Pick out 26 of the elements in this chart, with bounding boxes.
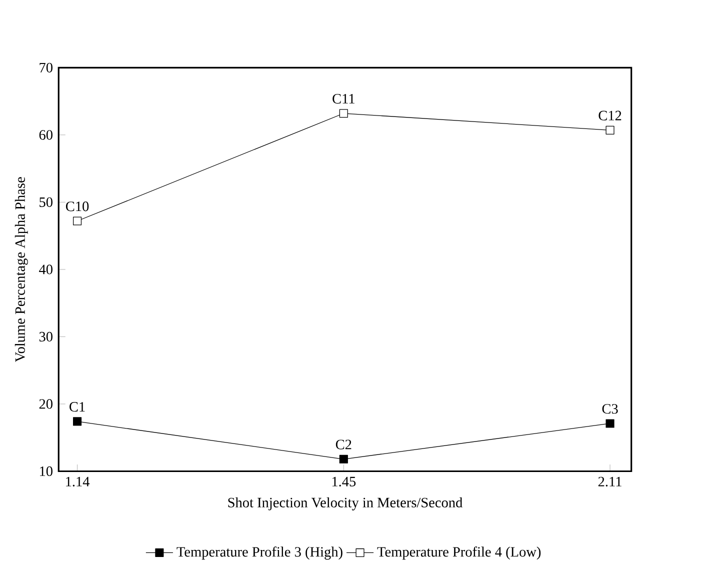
y-tick-label: 50 <box>40 197 52 207</box>
x-tick-label: 1.14 <box>66 476 90 486</box>
x-tick-label: 1.45 <box>332 476 356 486</box>
point <box>72 216 82 226</box>
y-axis-title: Volume Percentage Alpha Phase <box>14 176 28 362</box>
point <box>339 454 348 464</box>
y-tick-label: 10 <box>40 466 52 476</box>
annotation: C12 <box>598 110 622 120</box>
annotation: C1 <box>70 402 85 412</box>
y-tick-label: 40 <box>39 264 52 274</box>
point <box>606 418 614 428</box>
point <box>606 126 614 134</box>
annotation: C11 <box>332 94 354 104</box>
legend-label: Temperature Profile 3 (High) <box>176 546 342 560</box>
y-tick-label: 70 <box>40 62 52 72</box>
y-tick-label: 30 <box>39 332 52 342</box>
x-axis-title: Shot Injection Velocity in Meters/Second <box>228 497 462 510</box>
x-tick-label: 2.11 <box>598 476 622 486</box>
annotation: C10 <box>66 201 89 211</box>
annotation: C2 <box>336 439 352 450</box>
annotation: C3 <box>602 404 618 414</box>
y-tick-label: 60 <box>39 130 52 140</box>
y-tick-label: 20 <box>39 398 52 409</box>
legend-label: Temperature Profile 4 (Low) <box>377 546 541 560</box>
point <box>339 108 348 118</box>
point <box>72 416 82 426</box>
